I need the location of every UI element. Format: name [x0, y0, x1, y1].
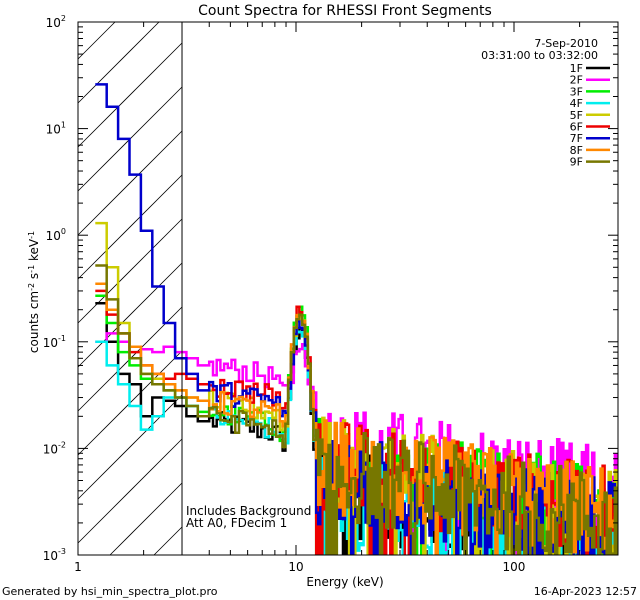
hatch-line: [77, 21, 160, 104]
plot-frame: [77, 21, 619, 556]
y-axis-label-part: s: [27, 273, 41, 283]
y-tick-label-base: 10: [46, 123, 61, 137]
hatch-line: [109, 482, 183, 556]
series-line-9F: [95, 264, 618, 555]
x-axis-label: Energy (keV): [306, 575, 383, 589]
legend-label-2F: 2F: [570, 74, 583, 87]
y-axis-label-sup: -1: [27, 231, 36, 239]
y-axis-label-sup: -2: [27, 283, 36, 291]
legend-label-8F: 8F: [570, 144, 583, 157]
axis-ticks: [77, 21, 619, 556]
y-tick-label-base: 10: [43, 549, 58, 563]
legend-date: 7-Sep-2010: [534, 37, 598, 50]
y-axis-label-sup: -1: [27, 265, 36, 273]
y-tick-label: 101: [46, 121, 66, 137]
hatch-line: [77, 174, 183, 280]
hatch-line: [77, 21, 116, 60]
y-tick-label-base: 10: [46, 229, 61, 243]
chart-title: Count Spectra for RHESSI Front Segments: [198, 3, 492, 19]
series-line-5F: [95, 221, 618, 555]
y-axis-label-part: counts cm: [27, 291, 41, 353]
x-tick-label: 100: [503, 560, 526, 574]
hatch-line: [77, 262, 183, 368]
legend-label-5F: 5F: [570, 109, 583, 122]
legend-label-3F: 3F: [570, 85, 583, 98]
y-tick-label-exp: 2: [61, 14, 66, 23]
y-tick-label-exp: 1: [61, 121, 66, 130]
y-tick-label-base: 10: [43, 336, 58, 350]
y-tick-label: 100: [46, 227, 66, 243]
y-tick-label-exp: -2: [58, 440, 66, 449]
hatch-line: [153, 526, 183, 556]
legend-label-9F: 9F: [570, 156, 583, 169]
y-tick-label-exp: -3: [58, 547, 66, 556]
hatch-line: [77, 130, 183, 236]
y-tick-label-exp: -1: [58, 334, 66, 343]
hatch-line: [77, 42, 183, 148]
legend-label-4F: 4F: [570, 97, 583, 110]
hatch-line: [77, 394, 183, 500]
y-axis-label: counts cm-2 s-1 keV-1: [27, 231, 42, 353]
annotation-background: Includes Background: [186, 504, 311, 518]
series-group: [95, 83, 618, 555]
legend-time-range: 03:31:00 to 03:32:00: [481, 49, 598, 62]
y-axis-label-part: keV: [27, 238, 41, 265]
legend-label-1F: 1F: [570, 62, 583, 75]
x-tick-label: 1: [74, 560, 82, 574]
legend-label-7F: 7F: [570, 132, 583, 145]
y-tick-label: 10-1: [43, 334, 66, 350]
y-tick-label-base: 10: [43, 442, 58, 456]
y-tick-label-base: 10: [46, 16, 61, 30]
legend-label-6F: 6F: [570, 121, 583, 134]
y-tick-label-exp: 0: [61, 227, 66, 236]
x-tick-label: 10: [288, 560, 303, 574]
hatched-region: [77, 21, 183, 556]
hatch-line: [77, 438, 183, 544]
y-tick-label: 10-3: [43, 547, 66, 563]
footer-timestamp: 16-Apr-2023 12:57: [534, 585, 637, 598]
annotation-attenuator: Att A0, FDecim 1: [186, 516, 287, 530]
y-tick-label: 10-2: [43, 440, 66, 456]
y-tick-label: 102: [46, 14, 66, 30]
footer-generated-by: Generated by hsi_min_spectra_plot.pro: [2, 585, 218, 598]
hatch-line: [77, 218, 183, 324]
